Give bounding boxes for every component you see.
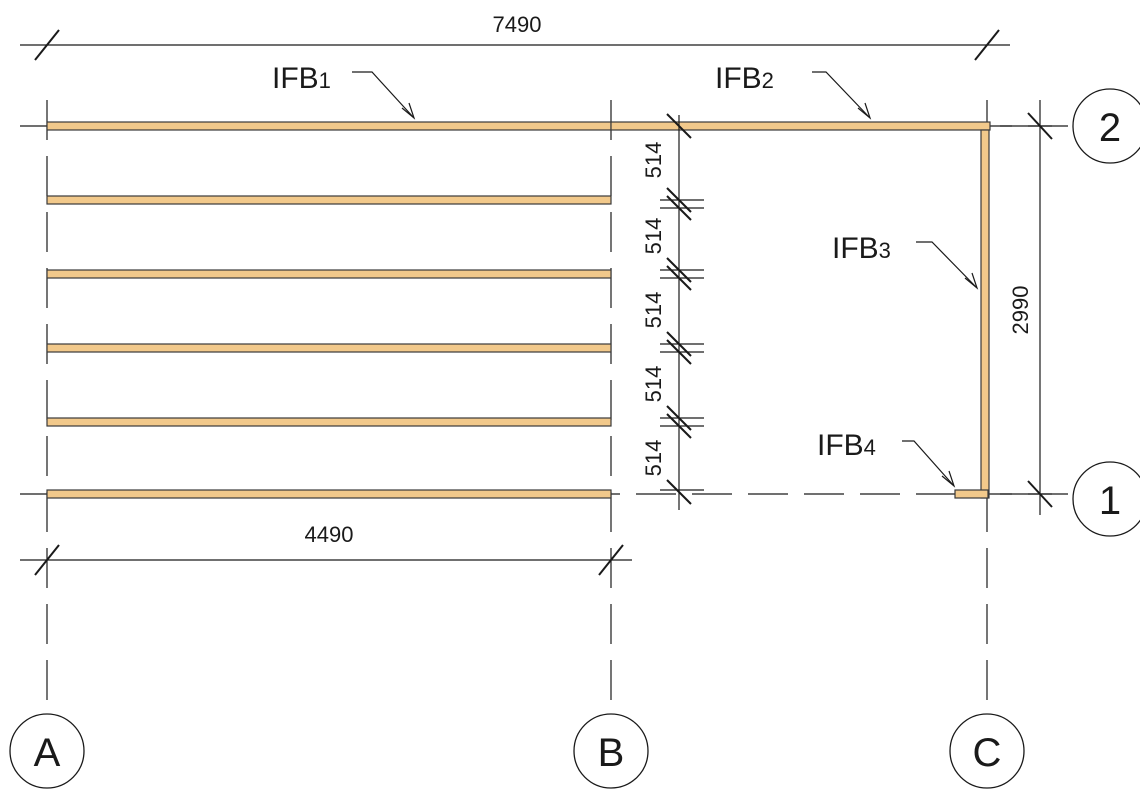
dimension-spacing-chain: 514 514 514 514 514	[641, 113, 704, 510]
dimension-tick	[666, 405, 692, 431]
leader-arrowhead	[401, 102, 416, 120]
dimension-tick	[666, 187, 692, 213]
bubble-circle	[1072, 461, 1140, 537]
bubble-label: C	[973, 731, 1002, 775]
leader-line	[902, 440, 955, 487]
leader-line	[916, 241, 978, 289]
bubble-circle	[9, 713, 85, 789]
grid-bubble-a: A	[9, 713, 85, 789]
beam-label-text: IFB1	[272, 62, 331, 95]
beam-ifb4	[954, 489, 989, 499]
beam-ifb3	[980, 129, 990, 499]
dimension-tick	[666, 265, 692, 291]
beam-label-main: IFB	[715, 62, 762, 95]
spacing-text-1: 514	[641, 142, 666, 179]
dimension-tick	[1027, 112, 1053, 140]
beam-label-sub: 2	[762, 68, 774, 93]
dimension-tick	[1027, 480, 1053, 508]
dimension-overall-top: 7490	[20, 12, 1010, 61]
beam-label-ifb4: IFB4	[817, 429, 956, 488]
bubble-circle	[573, 713, 649, 789]
dimension-tick	[666, 413, 692, 439]
leader-arrowhead	[964, 272, 979, 290]
beam-label-text: IFB3	[832, 232, 891, 265]
grid-bubble-1: 1	[1072, 461, 1140, 537]
beam-label-sub: 3	[879, 238, 891, 263]
joist-5	[46, 489, 612, 499]
dimension-tick	[34, 29, 60, 61]
dimension-text: 7490	[493, 12, 542, 37]
beam-label-text: IFB2	[715, 62, 774, 95]
dimension-tick	[666, 195, 692, 221]
dimension-tick	[974, 29, 1000, 61]
dimension-tick	[598, 544, 624, 576]
dimension-tick	[666, 113, 692, 139]
dimension-tick	[666, 339, 692, 365]
dimension-tick	[666, 257, 692, 283]
beam-label-ifb2: IFB2	[715, 62, 872, 120]
bubble-label: 1	[1099, 479, 1121, 523]
bubble-circle	[1072, 88, 1140, 164]
joist-1	[46, 195, 612, 205]
spacing-text-5: 514	[641, 440, 666, 477]
leader-arrowhead	[857, 102, 872, 120]
beam-label-main: IFB	[832, 232, 879, 265]
spacing-text-3: 514	[641, 292, 666, 329]
beam-label-main: IFB	[817, 429, 864, 462]
grid-bubble-b: B	[573, 713, 649, 789]
grid-bubble-c: C	[949, 713, 1025, 789]
bubble-label: A	[34, 731, 61, 775]
beam-label-sub: 1	[319, 68, 331, 93]
beam-label-text: IFB4	[817, 429, 876, 462]
leader-line	[352, 71, 415, 119]
dimension-tick	[666, 331, 692, 357]
beam-label-sub: 4	[864, 435, 876, 460]
beam-label-ifb1: IFB1	[272, 62, 416, 120]
bubble-label: B	[598, 731, 625, 775]
leader-arrowhead	[941, 470, 956, 488]
dimension-span-bottom: 4490	[20, 522, 632, 576]
beams	[46, 121, 991, 499]
grid-bubble-2: 2	[1072, 88, 1140, 164]
bubble-label: 2	[1099, 106, 1121, 150]
beam-label-ifb3: IFB3	[832, 232, 979, 290]
dimension-tick	[34, 544, 60, 576]
beam-label-main: IFB	[272, 62, 319, 95]
dimension-text: 4490	[305, 522, 354, 547]
beam-ifb1	[46, 121, 612, 131]
joist-3	[46, 343, 612, 353]
dimension-text: 2990	[1008, 286, 1033, 335]
leader-line	[812, 71, 871, 119]
dimension-tick	[666, 479, 692, 505]
spacing-text-2: 514	[641, 218, 666, 255]
beam-ifb2	[610, 121, 991, 131]
joist-2	[46, 269, 612, 279]
bubble-circle	[949, 713, 1025, 789]
joist-4	[46, 417, 612, 427]
dimension-right-side: 2990	[1000, 100, 1053, 515]
spacing-text-4: 514	[641, 366, 666, 403]
grid-lines	[20, 100, 1075, 700]
